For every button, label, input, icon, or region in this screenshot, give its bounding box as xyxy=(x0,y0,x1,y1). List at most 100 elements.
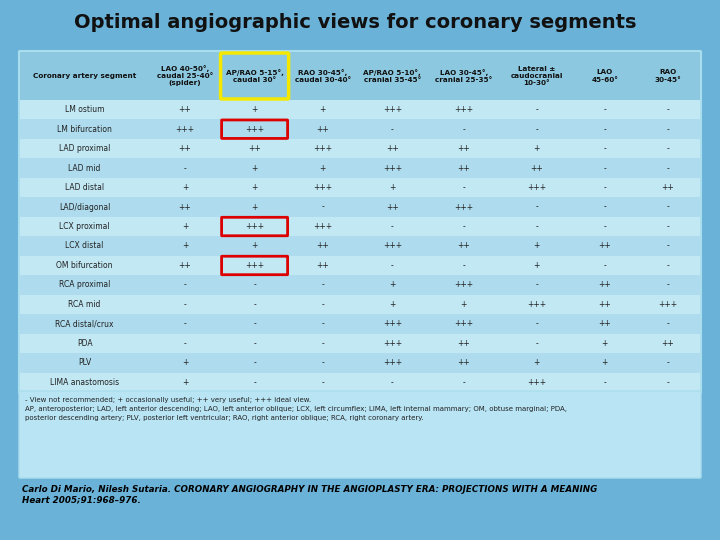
Text: ++: ++ xyxy=(316,241,329,251)
Text: -: - xyxy=(391,222,394,231)
Text: LAD/diagonal: LAD/diagonal xyxy=(59,202,110,212)
Text: -: - xyxy=(666,222,669,231)
Text: ++: ++ xyxy=(457,164,470,173)
Text: PLV: PLV xyxy=(78,359,91,367)
Text: AP/RAO 5-15°,
caudal 30°: AP/RAO 5-15°, caudal 30° xyxy=(225,69,284,83)
Text: -: - xyxy=(536,125,538,134)
Text: ++: ++ xyxy=(457,359,470,367)
Text: ++: ++ xyxy=(598,280,611,289)
Text: Optimal angiographic views for coronary segments: Optimal angiographic views for coronary … xyxy=(73,12,636,31)
Text: ++: ++ xyxy=(179,261,192,270)
Text: +: + xyxy=(534,261,540,270)
Text: +: + xyxy=(181,241,188,251)
Text: -: - xyxy=(321,202,324,212)
Text: +++: +++ xyxy=(454,319,473,328)
Text: -: - xyxy=(666,125,669,134)
Bar xyxy=(20,314,700,334)
Text: +++: +++ xyxy=(245,261,264,270)
Text: +++: +++ xyxy=(527,183,546,192)
Text: +++: +++ xyxy=(383,241,402,251)
Text: -: - xyxy=(253,378,256,387)
Text: -: - xyxy=(321,300,324,309)
Text: ++: ++ xyxy=(457,241,470,251)
Text: +: + xyxy=(320,105,325,114)
Text: +++: +++ xyxy=(527,300,546,309)
Text: -: - xyxy=(253,359,256,367)
Text: +: + xyxy=(251,202,258,212)
Text: -: - xyxy=(603,105,606,114)
Bar xyxy=(20,217,700,237)
Text: -: - xyxy=(536,280,538,289)
Text: -: - xyxy=(603,222,606,231)
Text: -: - xyxy=(536,202,538,212)
Bar xyxy=(20,52,700,100)
Text: +: + xyxy=(602,339,608,348)
Text: -: - xyxy=(391,261,394,270)
Text: -: - xyxy=(253,280,256,289)
Text: ++: ++ xyxy=(179,105,192,114)
Bar xyxy=(20,373,700,392)
Text: -: - xyxy=(184,319,186,328)
Text: +: + xyxy=(181,378,188,387)
Text: ++: ++ xyxy=(248,144,261,153)
Text: +++: +++ xyxy=(383,319,402,328)
Text: Heart 2005;91:968–976.: Heart 2005;91:968–976. xyxy=(22,495,141,504)
Bar xyxy=(20,353,700,373)
Text: +: + xyxy=(181,359,188,367)
Text: -: - xyxy=(391,125,394,134)
Text: -: - xyxy=(603,202,606,212)
Text: -: - xyxy=(666,359,669,367)
Text: ++: ++ xyxy=(662,183,674,192)
Text: -: - xyxy=(666,105,669,114)
Text: +++: +++ xyxy=(383,105,402,114)
Text: +++: +++ xyxy=(658,300,678,309)
Text: -: - xyxy=(666,202,669,212)
FancyBboxPatch shape xyxy=(19,391,701,478)
Text: +: + xyxy=(389,300,395,309)
Text: ++: ++ xyxy=(386,202,399,212)
Text: -: - xyxy=(666,241,669,251)
Text: posterior descending artery; PLV, posterior left ventricular; RAO, right anterio: posterior descending artery; PLV, poster… xyxy=(25,415,423,421)
Text: ++: ++ xyxy=(457,339,470,348)
Text: -: - xyxy=(321,280,324,289)
Text: +: + xyxy=(534,144,540,153)
Text: ++: ++ xyxy=(598,319,611,328)
Text: ++: ++ xyxy=(316,125,329,134)
Text: -: - xyxy=(184,164,186,173)
Text: ++: ++ xyxy=(598,300,611,309)
Text: +: + xyxy=(534,241,540,251)
Text: -: - xyxy=(391,378,394,387)
Text: -: - xyxy=(462,125,465,134)
Text: -: - xyxy=(603,125,606,134)
Text: +: + xyxy=(181,183,188,192)
Text: +: + xyxy=(534,359,540,367)
Text: ++: ++ xyxy=(457,144,470,153)
Text: AP/RAO 5-10°,
cranial 35-45°: AP/RAO 5-10°, cranial 35-45° xyxy=(364,69,421,83)
Bar xyxy=(20,158,700,178)
Text: +++: +++ xyxy=(245,125,264,134)
Text: -: - xyxy=(536,105,538,114)
Bar xyxy=(20,178,700,197)
Text: +++: +++ xyxy=(527,378,546,387)
Text: -: - xyxy=(253,300,256,309)
Text: +: + xyxy=(181,222,188,231)
Text: LAO 30-45°,
cranial 25-35°: LAO 30-45°, cranial 25-35° xyxy=(435,69,492,83)
Text: ++: ++ xyxy=(662,339,674,348)
Text: -: - xyxy=(321,339,324,348)
Text: +++: +++ xyxy=(454,280,473,289)
Text: ++: ++ xyxy=(316,261,329,270)
Text: +: + xyxy=(251,241,258,251)
Bar xyxy=(20,119,700,139)
Text: +: + xyxy=(251,183,258,192)
Text: RCA proximal: RCA proximal xyxy=(59,280,110,289)
Text: LCX distal: LCX distal xyxy=(66,241,104,251)
Text: -: - xyxy=(462,222,465,231)
Text: Lateral ±
caudocranial
10-30°: Lateral ± caudocranial 10-30° xyxy=(510,66,563,86)
FancyBboxPatch shape xyxy=(19,51,701,393)
Bar xyxy=(20,237,700,256)
Text: -: - xyxy=(603,261,606,270)
Text: -: - xyxy=(462,261,465,270)
Text: +: + xyxy=(461,300,467,309)
Text: LM ostium: LM ostium xyxy=(65,105,104,114)
Text: LAO 40-50°,
caudal 25-40°
(spider): LAO 40-50°, caudal 25-40° (spider) xyxy=(157,65,213,86)
